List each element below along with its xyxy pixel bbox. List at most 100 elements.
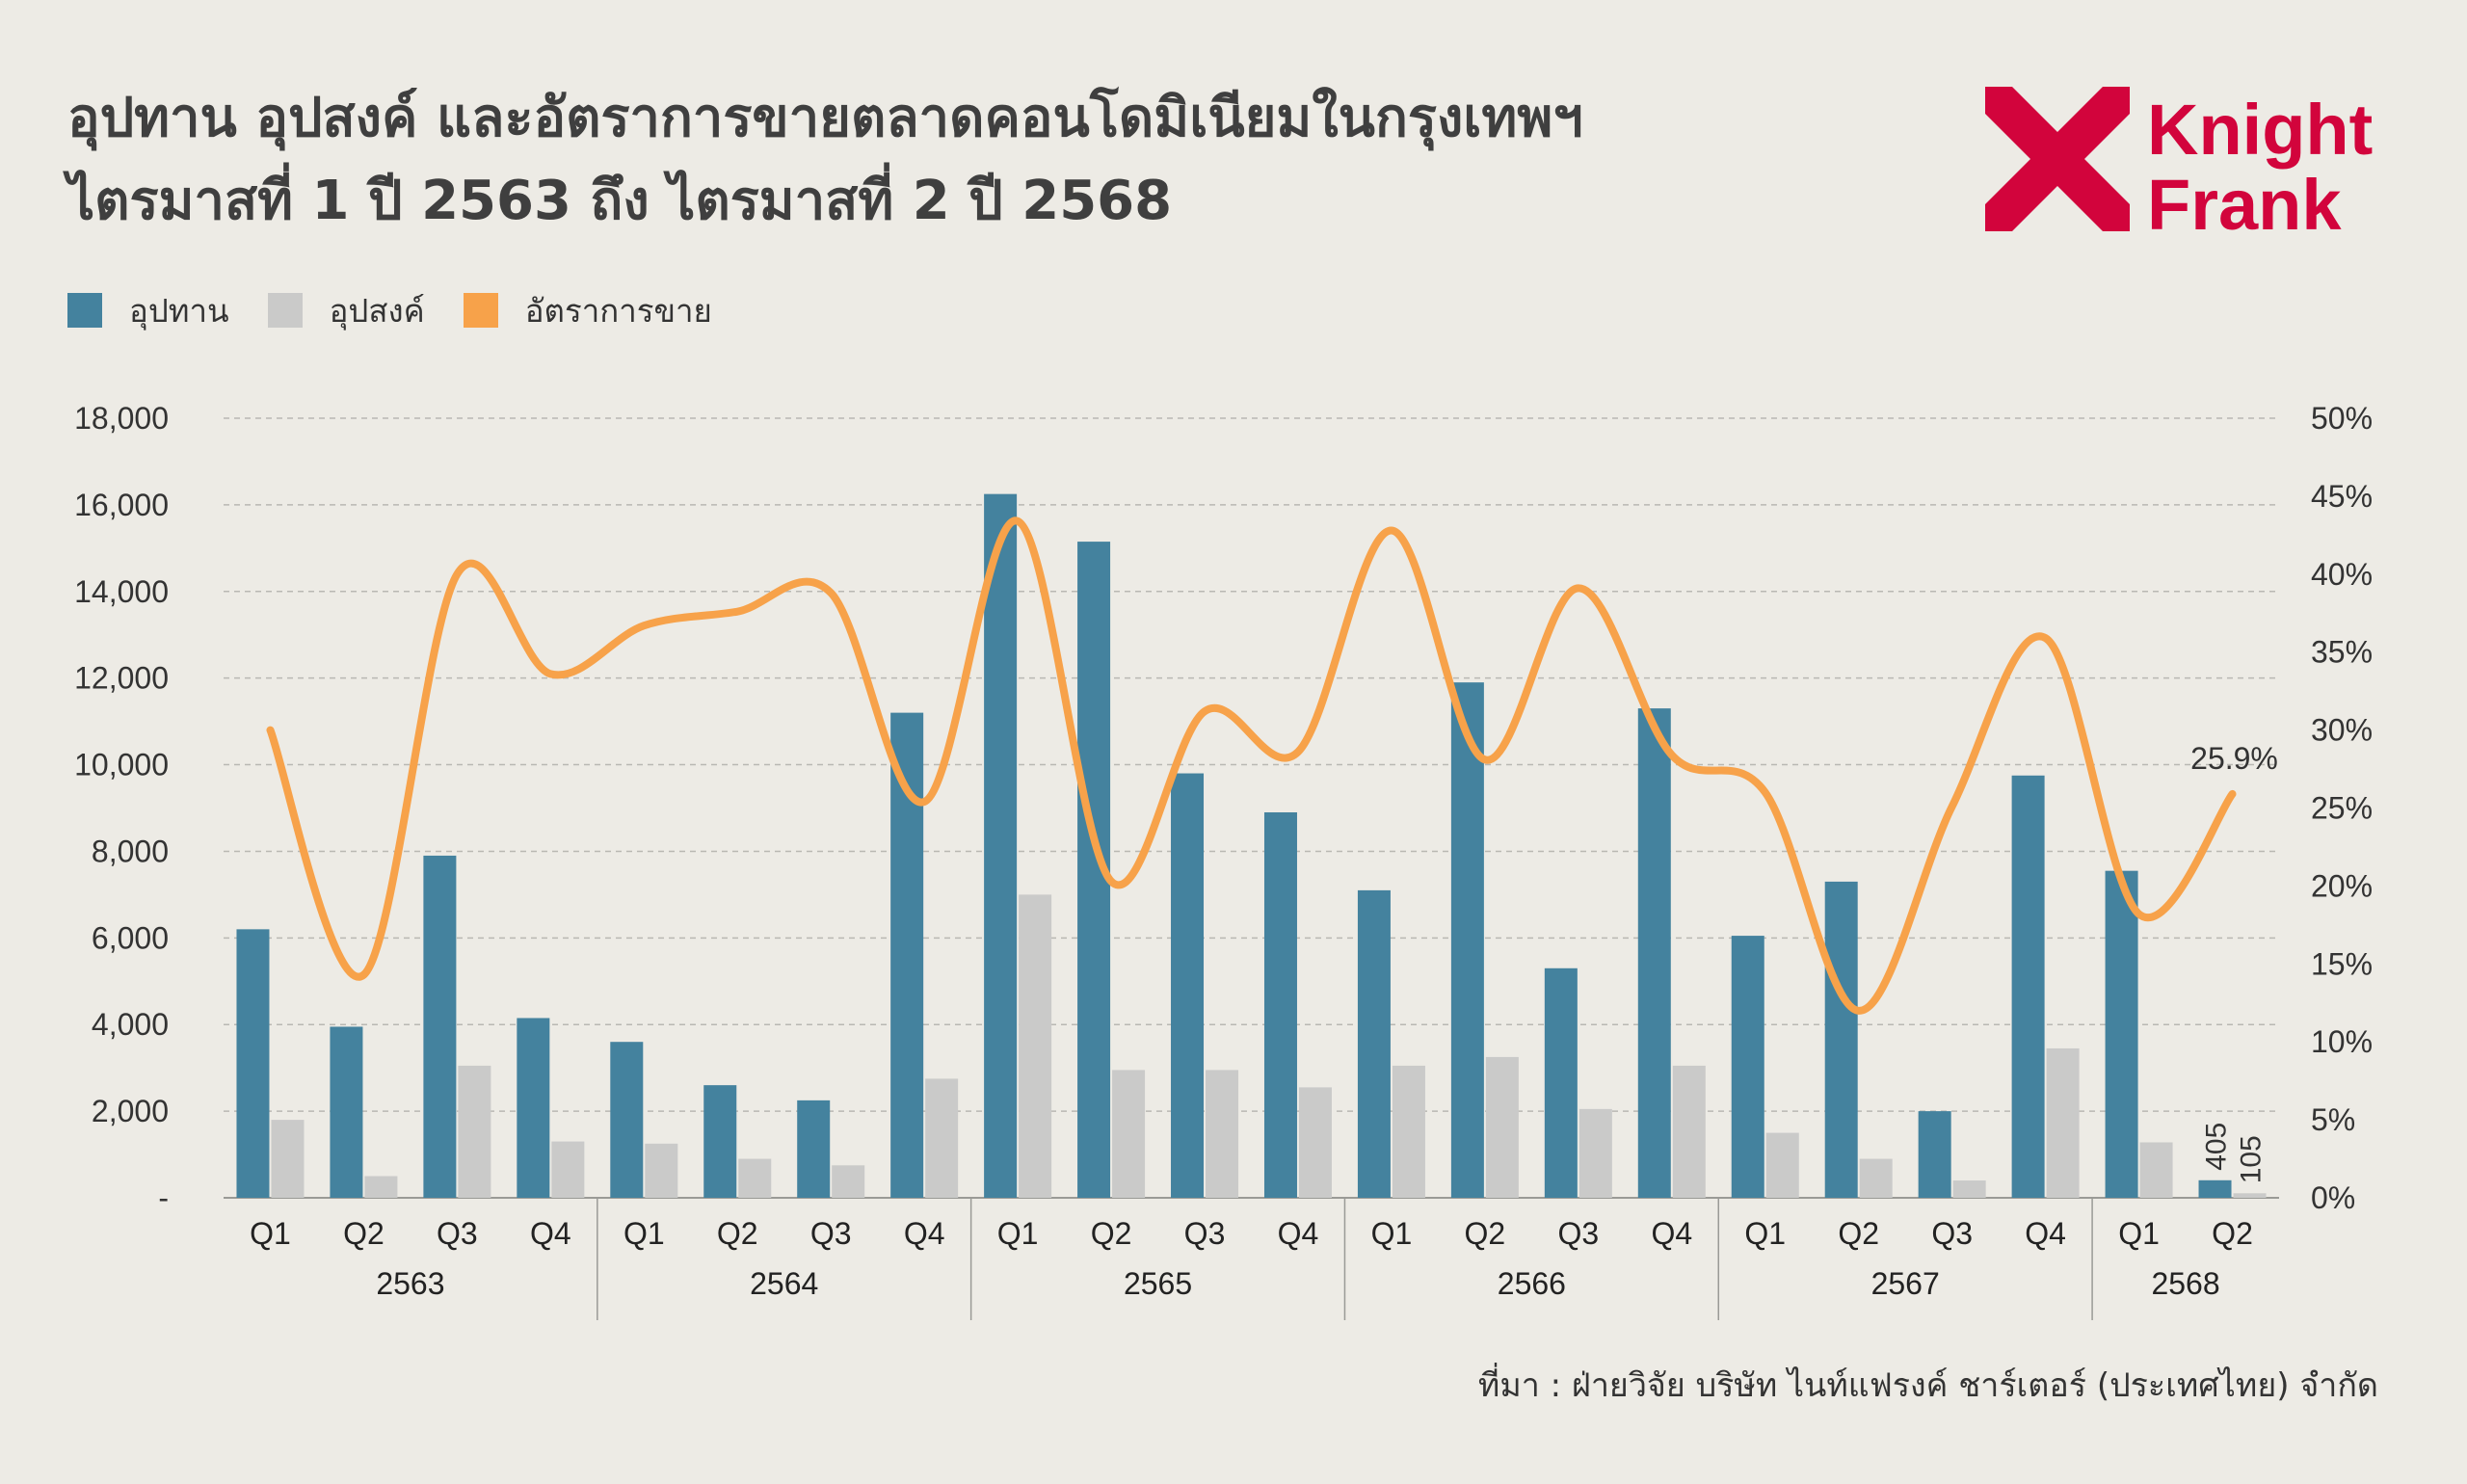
x-tick-label: Q3 <box>437 1216 478 1251</box>
chart-title-line2: ไตรมาสที่ 1 ปี 2563 ถึง ไตรมาสที่ 2 ปี 2… <box>67 170 1173 232</box>
y-left-tick-label: - <box>158 1180 169 1215</box>
bar-supply <box>517 1018 550 1198</box>
y-left-tick-label: 12,000 <box>74 661 169 696</box>
y-right-tick-label: 20% <box>2311 868 2373 903</box>
x-tick-label: Q4 <box>2025 1216 2066 1251</box>
bar-demand <box>364 1176 398 1198</box>
bar-demand <box>2233 1193 2267 1198</box>
bar-demand <box>1298 1087 1332 1198</box>
legend-item-sales-rate: อัตราการขาย <box>463 285 712 336</box>
bar-demand <box>271 1120 305 1198</box>
x-tick-label: Q1 <box>623 1216 665 1251</box>
x-year-label: 2568 <box>2151 1266 2219 1301</box>
legend-swatch-supply <box>67 293 102 328</box>
x-tick-label: Q3 <box>1931 1216 1973 1251</box>
x-tick-label: Q2 <box>2212 1216 2253 1251</box>
bar-supply <box>1731 936 1764 1198</box>
bar-supply <box>2105 870 2138 1198</box>
x-tick-label: Q4 <box>1651 1216 1692 1251</box>
logo-text-knight: Knight <box>2147 90 2373 170</box>
bar-supply <box>330 1026 363 1198</box>
bar-demand <box>2139 1142 2173 1198</box>
bar-demand <box>1765 1132 1799 1198</box>
bar-demand <box>1859 1158 1893 1198</box>
bar-supply <box>1450 682 1484 1198</box>
bar-supply <box>984 493 1018 1198</box>
x-tick-label: Q3 <box>1184 1216 1226 1251</box>
bar-supply <box>1918 1111 1951 1198</box>
bar-supply <box>797 1100 831 1198</box>
x-tick-label: Q1 <box>250 1216 291 1251</box>
last-demand-label: 105 <box>2236 1135 2268 1183</box>
x-axis: Q1 Q2 Q3 Q4 2563 Q1 Q2 Q3 Q4 2564 Q1 Q2 Q3 Q4 2565 Q1 Q2… <box>250 1198 2253 1320</box>
annotations: 25.9% 405 105 <box>2190 741 2278 1183</box>
y-right-tick-label: 45% <box>2311 479 2373 514</box>
y-left-tick-label: 14,000 <box>74 574 169 609</box>
knight-frank-emblem-icon <box>1985 87 2130 231</box>
bar-supply <box>1544 967 1578 1198</box>
bar-supply <box>610 1042 644 1198</box>
bar-demand <box>1019 894 1052 1198</box>
bar-supply <box>423 855 457 1198</box>
bar-demand <box>832 1165 865 1198</box>
bar-demand <box>645 1143 678 1198</box>
x-tick-label: Q2 <box>343 1216 385 1251</box>
x-year-label: 2565 <box>1124 1266 1192 1301</box>
y-right-tick-label: 40% <box>2311 557 2373 592</box>
bar-supply <box>1263 811 1297 1198</box>
x-tick-label: Q4 <box>530 1216 571 1251</box>
bar-demand <box>551 1141 585 1198</box>
right-axis: 0% 5% 10% 15% 20% 25% 30% 35% 40% 45% 50% <box>2311 401 2373 1215</box>
legend-swatch-demand <box>267 293 303 328</box>
last-rate-label: 25.9% <box>2190 741 2278 776</box>
bar-demand <box>1578 1108 1612 1198</box>
y-left-tick-label: 2,000 <box>92 1094 169 1128</box>
y-left-tick-label: 8,000 <box>92 834 169 868</box>
x-tick-label: Q4 <box>904 1216 945 1251</box>
x-tick-label: Q2 <box>717 1216 758 1251</box>
y-right-tick-label: 25% <box>2311 791 2373 826</box>
bar-demand <box>1392 1065 1425 1198</box>
bar-demand <box>738 1158 772 1198</box>
y-right-tick-label: 30% <box>2311 713 2373 748</box>
y-right-tick-label: 10% <box>2311 1024 2373 1059</box>
legend-swatch-sales-rate <box>463 293 498 328</box>
x-tick-label: Q3 <box>810 1216 852 1251</box>
x-year-label: 2566 <box>1498 1266 1566 1301</box>
legend-item-demand: อุปสงค์ <box>267 285 425 336</box>
bar-supply <box>1171 773 1205 1198</box>
bar-supply <box>703 1085 737 1198</box>
x-year-label: 2563 <box>376 1266 444 1301</box>
chart-legend: อุปทาน อุปสงค์ อัตราการขาย <box>67 291 751 330</box>
left-axis: - 2,000 4,000 6,000 8,000 10,000 12,000 14,000 1… <box>74 401 169 1215</box>
source-note: ที่มา : ฝ่ายวิจัย บริษัท ไนท์แฟรงค์ ชาร์… <box>1477 1366 2378 1405</box>
x-tick-label: Q1 <box>1744 1216 1786 1251</box>
y-right-tick-label: 15% <box>2311 946 2373 981</box>
y-right-tick-label: 0% <box>2311 1180 2355 1215</box>
x-tick-label: Q4 <box>1278 1216 1319 1251</box>
x-tick-label: Q2 <box>1465 1216 1506 1251</box>
bar-supply <box>2011 775 2045 1198</box>
y-left-tick-label: 10,000 <box>74 748 169 782</box>
bar-series <box>236 493 2267 1198</box>
last-supply-label: 405 <box>2201 1123 2233 1171</box>
legend-label-supply: อุปทาน <box>129 291 229 330</box>
bar-demand <box>1485 1056 1519 1198</box>
y-left-tick-label: 18,000 <box>74 401 169 436</box>
bar-demand <box>1206 1070 1239 1198</box>
sales-rate-series <box>266 517 2237 1015</box>
x-tick-label: Q1 <box>2118 1216 2160 1251</box>
bar-supply <box>1357 889 1391 1198</box>
y-left-tick-label: 16,000 <box>74 488 169 522</box>
y-right-tick-label: 5% <box>2311 1102 2355 1137</box>
y-left-tick-label: 4,000 <box>92 1007 169 1042</box>
bar-supply <box>1824 881 1858 1198</box>
bar-demand <box>1112 1070 1146 1198</box>
logo-text-frank: Frank <box>2147 165 2342 241</box>
bar-supply <box>1637 708 1671 1198</box>
knight-frank-logo: Knight Frank <box>1985 87 2373 241</box>
x-tick-label: Q2 <box>1838 1216 1879 1251</box>
y-left-tick-label: 6,000 <box>92 920 169 955</box>
x-tick-label: Q3 <box>1557 1216 1599 1251</box>
x-tick-label: Q1 <box>997 1216 1039 1251</box>
